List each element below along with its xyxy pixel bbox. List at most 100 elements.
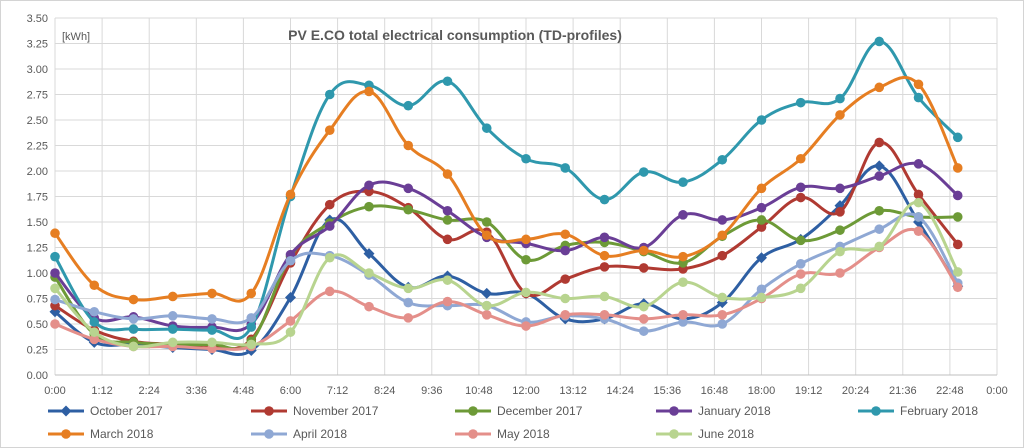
data-point bbox=[481, 300, 492, 311]
data-point bbox=[717, 154, 728, 165]
data-point bbox=[835, 207, 845, 217]
legend-item: October 2017 bbox=[48, 404, 163, 418]
legend-label: April 2018 bbox=[293, 427, 347, 441]
x-tick-label: 6:00 bbox=[280, 385, 301, 397]
x-tick-label: 7:12 bbox=[327, 385, 348, 397]
data-point bbox=[756, 284, 767, 295]
data-point bbox=[364, 268, 374, 278]
data-point bbox=[521, 321, 531, 331]
data-point bbox=[50, 268, 60, 278]
data-point bbox=[678, 317, 688, 327]
legend-label: February 2018 bbox=[900, 404, 978, 418]
data-point bbox=[717, 310, 728, 320]
data-point bbox=[167, 337, 178, 348]
y-tick-label: 1.50 bbox=[27, 217, 48, 229]
data-point bbox=[521, 287, 531, 298]
legend-swatch-marker bbox=[60, 405, 72, 417]
data-point bbox=[481, 230, 492, 241]
x-tick-label: 13:12 bbox=[559, 385, 587, 397]
y-tick-label: 0.75 bbox=[27, 294, 48, 306]
data-point bbox=[795, 235, 806, 246]
legend-item: January 2018 bbox=[656, 404, 771, 418]
x-tick-label: 18:00 bbox=[748, 385, 776, 397]
data-point bbox=[285, 255, 296, 266]
data-point bbox=[678, 277, 688, 287]
data-point bbox=[442, 275, 453, 285]
legend-label: May 2018 bbox=[497, 427, 550, 441]
data-point bbox=[952, 282, 963, 293]
data-point bbox=[952, 190, 963, 201]
data-point bbox=[324, 286, 335, 297]
data-point bbox=[364, 201, 374, 212]
series-december-2017 bbox=[50, 201, 963, 351]
data-point bbox=[481, 123, 492, 133]
data-point bbox=[874, 82, 885, 93]
series-january-2018 bbox=[50, 159, 963, 333]
data-point bbox=[952, 239, 963, 250]
data-point bbox=[50, 228, 60, 239]
series-march-2018 bbox=[50, 75, 963, 305]
data-point bbox=[167, 311, 178, 321]
data-point bbox=[795, 192, 806, 203]
legend-item: April 2018 bbox=[251, 427, 347, 441]
data-point bbox=[599, 291, 610, 302]
data-point bbox=[89, 327, 100, 337]
data-point bbox=[89, 334, 100, 345]
data-point bbox=[481, 287, 493, 299]
y-tick-label: 2.75 bbox=[27, 90, 48, 102]
data-point bbox=[442, 169, 453, 179]
data-point bbox=[285, 291, 296, 303]
legend-label: October 2017 bbox=[90, 404, 163, 418]
data-point bbox=[913, 197, 924, 208]
data-point bbox=[599, 232, 610, 243]
data-point bbox=[442, 215, 453, 225]
legend-swatch-marker bbox=[61, 429, 71, 439]
data-point bbox=[442, 296, 453, 307]
data-point bbox=[717, 292, 728, 303]
data-point bbox=[442, 76, 453, 87]
x-tick-label: 10:48 bbox=[465, 385, 493, 397]
legend-swatch-marker bbox=[468, 406, 478, 416]
data-point bbox=[835, 183, 845, 194]
data-point bbox=[599, 250, 610, 261]
legend-item: June 2018 bbox=[656, 427, 754, 441]
data-point bbox=[403, 183, 414, 194]
data-point bbox=[246, 288, 257, 299]
data-point bbox=[521, 153, 531, 164]
legend-label: March 2018 bbox=[90, 427, 154, 441]
legend-label: December 2017 bbox=[497, 404, 583, 418]
data-point bbox=[324, 252, 335, 263]
legend-swatch-marker bbox=[264, 406, 274, 416]
data-point bbox=[638, 326, 649, 336]
data-point bbox=[364, 301, 374, 312]
data-point bbox=[756, 292, 767, 303]
data-point bbox=[913, 189, 924, 200]
x-tick-label: 1:12 bbox=[91, 385, 112, 397]
data-point bbox=[638, 263, 649, 273]
data-point bbox=[285, 316, 296, 326]
x-tick-label: 15:36 bbox=[654, 385, 682, 397]
data-point bbox=[874, 171, 885, 181]
data-point bbox=[874, 241, 885, 252]
y-axis-ticks: 0.00 0.25 0.50 0.75 1.00 1.25 1.50 1.75 2.00 2.25… bbox=[27, 13, 48, 382]
data-point bbox=[89, 317, 100, 327]
data-point bbox=[913, 79, 924, 90]
data-point bbox=[364, 86, 374, 97]
data-point bbox=[50, 283, 60, 294]
x-tick-label: 2:24 bbox=[138, 385, 159, 397]
data-point bbox=[874, 224, 885, 234]
data-point bbox=[678, 310, 688, 320]
data-point bbox=[913, 92, 924, 103]
series-june-2018 bbox=[50, 197, 963, 352]
x-tick-label: 19:12 bbox=[795, 385, 823, 397]
data-point bbox=[638, 301, 649, 312]
x-tick-label: 20:24 bbox=[842, 385, 870, 397]
data-point bbox=[207, 325, 217, 335]
data-point bbox=[207, 288, 217, 299]
legend: October 2017 November 2017 December 2017 Ja… bbox=[48, 404, 978, 441]
y-tick-label: 0.50 bbox=[27, 319, 48, 331]
data-point bbox=[756, 202, 767, 213]
legend-swatch-marker bbox=[871, 406, 881, 416]
data-point bbox=[128, 314, 139, 324]
data-point bbox=[795, 182, 806, 193]
